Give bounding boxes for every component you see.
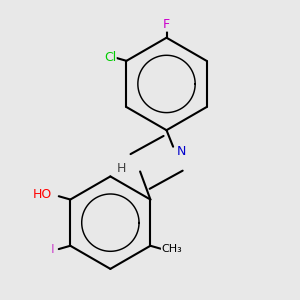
Text: I: I [50,243,54,256]
Text: N: N [177,145,186,158]
Text: Cl: Cl [104,51,116,64]
Text: H: H [117,162,127,175]
Text: CH₃: CH₃ [161,244,182,254]
Text: HO: HO [33,188,52,201]
Text: F: F [163,18,170,31]
